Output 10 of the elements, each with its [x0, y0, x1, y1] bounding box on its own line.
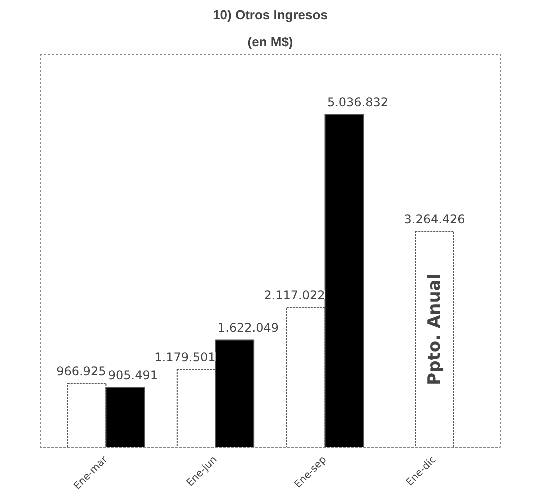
chart-title: 10) Otros Ingresos: [213, 8, 328, 22]
data-label: 1.622.049: [218, 321, 280, 336]
data-label: 1.179.501: [154, 350, 216, 365]
data-label: 5.036.832: [327, 95, 389, 110]
data-label: 2.117.022: [264, 288, 326, 303]
data-label: 3.264.426: [404, 212, 466, 227]
data-label: 905.491: [108, 368, 158, 383]
annotation: Ppto. Anual: [424, 274, 445, 386]
data-label: 966.925: [56, 364, 106, 379]
chart-subtitle: (en M$): [248, 34, 294, 50]
